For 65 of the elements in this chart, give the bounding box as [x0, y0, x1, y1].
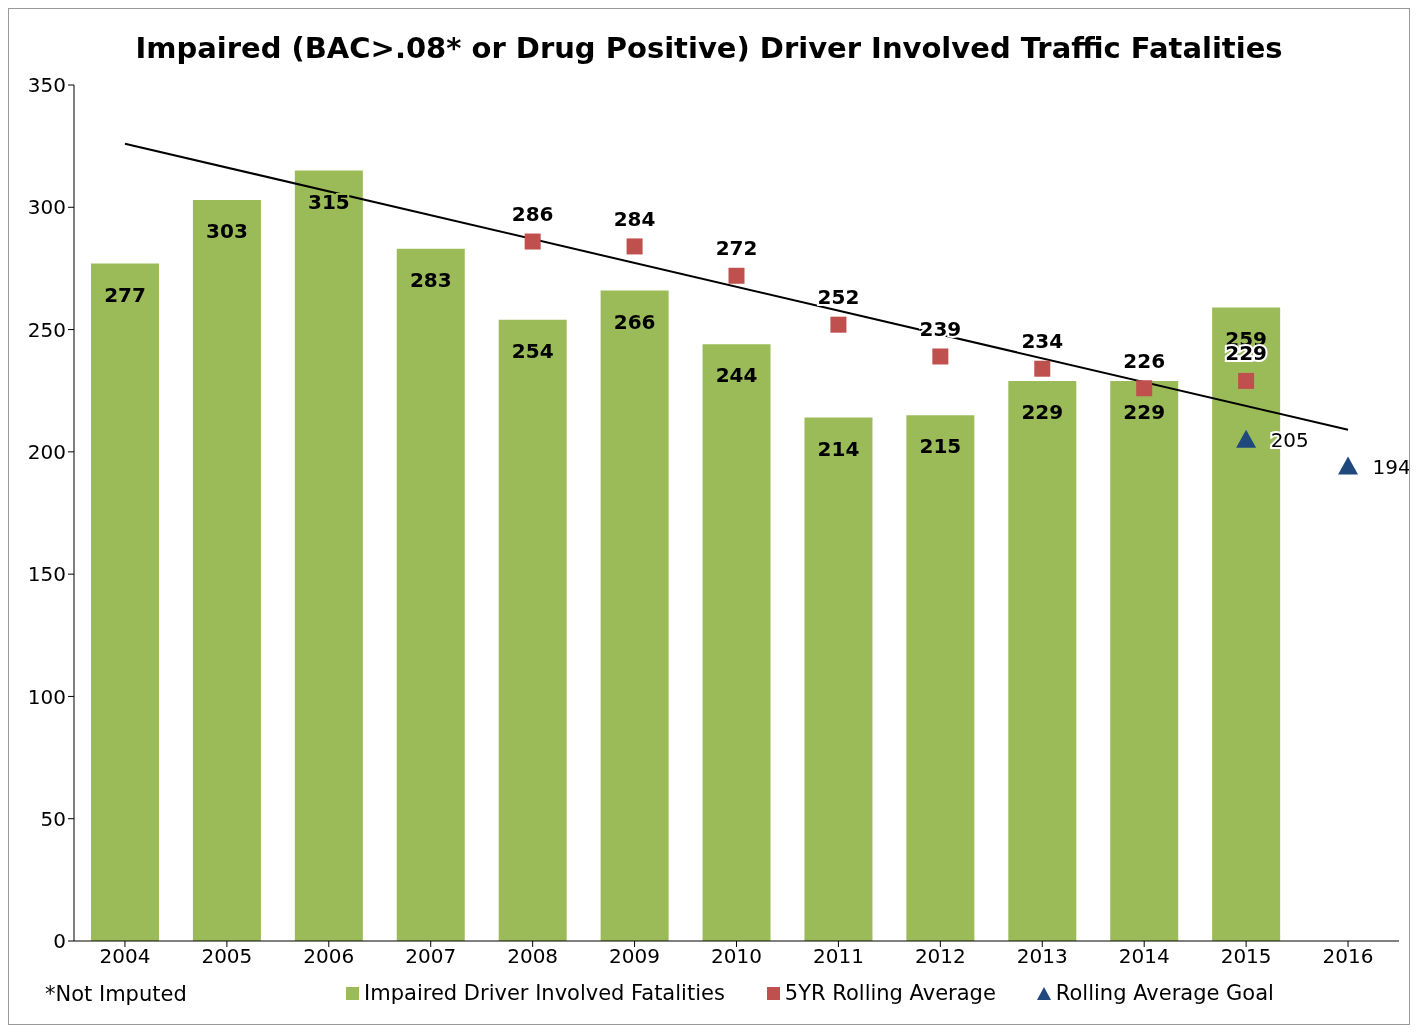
legend-label: 5YR Rolling Average — [784, 981, 996, 1005]
y-tick-label: 50 — [40, 806, 66, 831]
x-tick-label: 2006 — [303, 944, 355, 969]
bar — [600, 290, 669, 941]
y-tick-label: 200 — [27, 439, 66, 464]
point — [1238, 372, 1255, 389]
data-label: 252 — [817, 285, 860, 310]
x-tick-label: 2016 — [1322, 944, 1374, 969]
data-label: 214 — [817, 436, 860, 461]
bar — [192, 199, 261, 941]
x-tick-label: 2010 — [711, 944, 762, 969]
data-label: 272 — [715, 236, 758, 261]
bar — [702, 344, 771, 941]
point — [1338, 456, 1359, 475]
x-tick-label: 2014 — [1118, 944, 1170, 969]
x-tick-label: 2004 — [99, 944, 151, 969]
y-tick-label: 300 — [27, 195, 66, 220]
data-label: 226 — [1123, 348, 1166, 373]
x-tick-label: 2012 — [914, 944, 966, 969]
data-label: 315 — [307, 189, 350, 214]
point — [1236, 429, 1257, 448]
data-label: 277 — [104, 282, 146, 307]
point — [830, 316, 847, 333]
data-label: 303 — [206, 219, 248, 244]
x-tick-label: 2009 — [609, 944, 661, 969]
x-tick-label: 2008 — [507, 944, 559, 969]
data-label: 254 — [511, 338, 554, 363]
data-label: 215 — [919, 434, 962, 459]
bar — [91, 263, 159, 941]
y-tick-label: 150 — [27, 562, 66, 587]
data-label: 194 — [1372, 454, 1411, 479]
y-tick-label: 350 — [27, 73, 66, 98]
data-label: 234 — [1021, 329, 1064, 354]
data-label: 283 — [409, 268, 452, 293]
data-label: 286 — [511, 202, 554, 227]
y-tick-label: 0 — [53, 929, 66, 954]
x-tick-label: 2007 — [405, 944, 457, 969]
point — [728, 267, 745, 284]
x-tick-label: 2013 — [1016, 944, 1068, 969]
point — [932, 348, 949, 365]
point — [1034, 360, 1051, 377]
bar — [294, 170, 363, 941]
legend-label: Impaired Driver Involved Fatalities — [364, 981, 725, 1005]
point — [1136, 380, 1153, 397]
bar — [498, 319, 567, 941]
point — [524, 233, 541, 250]
bar — [906, 415, 975, 941]
text: *Not Imputed — [45, 982, 187, 1006]
chart-title: Impaired (BAC>.08* or Drug Positive) Driver Involved Traffic Fatalities — [134, 31, 1284, 65]
bar — [804, 417, 873, 941]
bar — [1008, 380, 1077, 941]
data-label: 229 — [1021, 400, 1064, 425]
data-label: 244 — [715, 363, 758, 388]
data-label: 229 — [1123, 400, 1166, 425]
x-tick-label: 2005 — [201, 944, 253, 969]
bar — [1110, 380, 1179, 941]
data-label: 284 — [613, 206, 656, 231]
y-tick-label: 100 — [27, 684, 66, 709]
bar — [396, 248, 465, 941]
x-tick-label: 2011 — [812, 944, 864, 969]
legend-label: Rolling Average Goal — [1055, 981, 1274, 1005]
x-tick-label: 2015 — [1220, 944, 1272, 969]
point — [626, 238, 643, 255]
data-label: 266 — [613, 309, 656, 334]
y-tick-label: 250 — [27, 317, 66, 342]
